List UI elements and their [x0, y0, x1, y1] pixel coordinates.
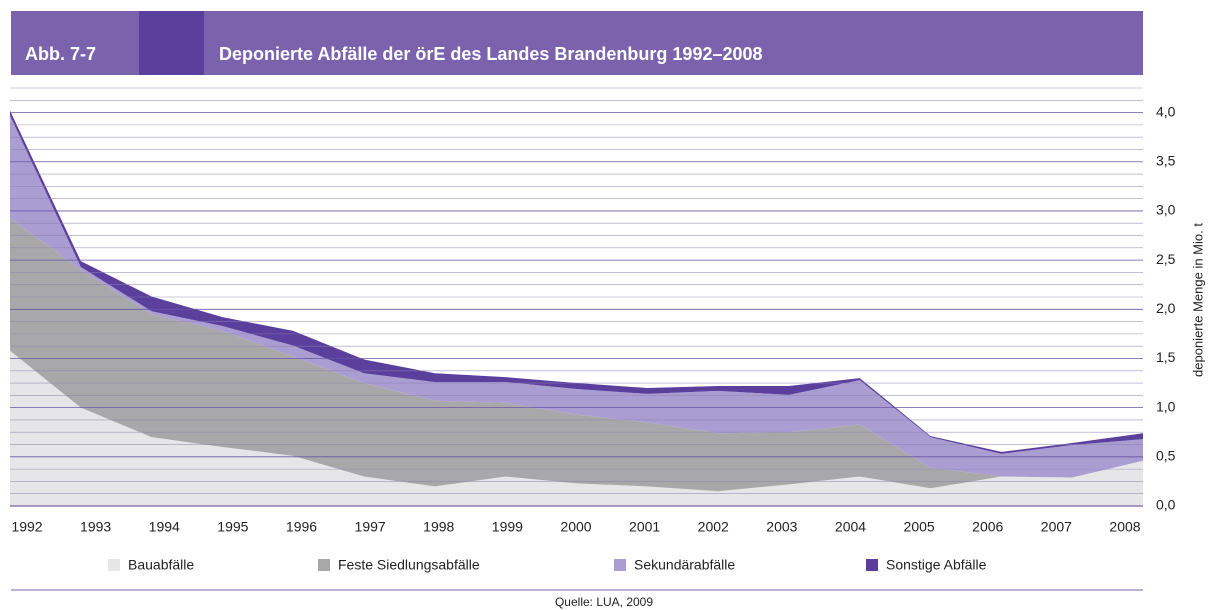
y-tick-label: 0,5: [1156, 448, 1176, 464]
y-tick-label: 2,5: [1156, 251, 1176, 267]
y-tick-label: 3,0: [1156, 202, 1176, 218]
legend-label: Sonstige Abfälle: [886, 557, 987, 573]
x-tick-label: 1999: [492, 519, 523, 535]
area: [10, 217, 1143, 492]
y-axis-label: deponierte Menge in Mio. t: [1190, 223, 1205, 377]
source: Quelle: LUA, 2009: [555, 595, 653, 609]
x-tick-label: 2003: [766, 519, 797, 535]
legend: Bauabfälle Feste Siedlungsabfälle Sekundär…: [108, 557, 987, 573]
x-tick-label: 2004: [835, 519, 866, 535]
x-tick-label: 1993: [80, 519, 111, 535]
x-tick-label: 1996: [286, 519, 317, 535]
y-tick-label: 1,0: [1156, 398, 1176, 414]
x-tick-label: 2001: [629, 519, 660, 535]
x-tick-label: 1997: [355, 519, 386, 535]
x-tick-label: 2008: [1109, 519, 1140, 535]
legend-swatch: [614, 559, 626, 571]
y-tick-label: 2,0: [1156, 300, 1176, 316]
y-tick-label: 3,5: [1156, 152, 1176, 168]
x-tick-label: 1995: [217, 519, 248, 535]
area: [10, 350, 1143, 506]
area: [10, 110, 1143, 454]
plot: 0,0 0,5 1,0 1,5 2,0 2,5 3,0 3,5 4,0 1992 1993 1994 1…: [10, 87, 1176, 535]
y-tick-label: 4,0: [1156, 103, 1176, 119]
legend-swatch: [108, 559, 120, 571]
area: [10, 115, 1143, 478]
figure-label: Abb. 7-7: [25, 44, 96, 64]
x-tick-label: 1998: [423, 519, 454, 535]
y-tick-label: 1,5: [1156, 349, 1176, 365]
x-tick-label: 1992: [11, 519, 42, 535]
x-tick-label: 2005: [904, 519, 935, 535]
x-tick-label: 1994: [149, 519, 180, 535]
header-block: [139, 11, 204, 75]
chart-title: Deponierte Abfälle der örE des Landes Br…: [219, 44, 763, 64]
x-tick-label: 2007: [1041, 519, 1072, 535]
x-tick-label: 2000: [560, 519, 591, 535]
legend-swatch: [318, 559, 330, 571]
x-tick-label: 2002: [698, 519, 729, 535]
legend-label: Feste Siedlungsabfälle: [338, 557, 480, 573]
x-tick-label: 2006: [972, 519, 1003, 535]
legend-swatch: [866, 559, 878, 571]
legend-label: Bauabfälle: [128, 557, 194, 573]
legend-label: Sekundärabfälle: [634, 557, 735, 573]
y-tick-label: 0,0: [1156, 497, 1176, 513]
